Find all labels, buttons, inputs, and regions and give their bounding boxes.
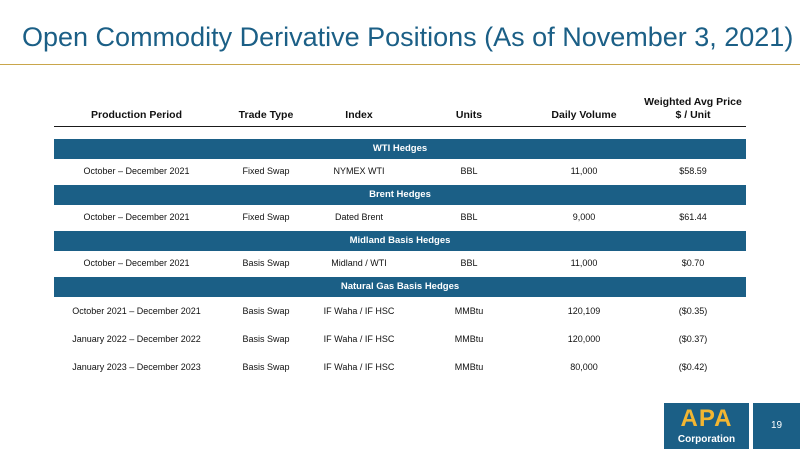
cell-weighted-avg-price: ($0.37)	[678, 334, 708, 344]
table-row: January 2023 – December 2023 Basis Swap IF…	[54, 353, 746, 381]
cell-units: BBL	[460, 212, 478, 222]
cell-units: MMBtu	[454, 306, 484, 316]
cell-index: Dated Brent	[334, 212, 384, 222]
logo-wordmark: APA	[680, 405, 733, 432]
cell-production-period: October 2021 – December 2021	[72, 306, 201, 316]
cell-daily-volume: 11,000	[570, 166, 598, 176]
cell-production-period: January 2022 – December 2022	[72, 334, 201, 344]
header-weighted-avg-price: Weighted Avg Price $ / Unit	[640, 96, 746, 122]
header-trade-type: Trade Type	[238, 109, 294, 121]
cell-trade-type: Fixed Swap	[242, 212, 290, 222]
table-row: October – December 2021 Fixed Swap NYMEX W…	[54, 159, 746, 183]
hedges-table: Production Period Trade Type Index Units…	[54, 88, 746, 381]
cell-trade-type: Basis Swap	[242, 334, 290, 344]
header-index: Index	[345, 109, 373, 121]
slide-title: Open Commodity Derivative Positions (As …	[22, 22, 794, 52]
cell-weighted-avg-price: $61.44	[679, 212, 707, 222]
section-band: Brent Hedges	[54, 185, 746, 205]
page-number: 19	[753, 403, 800, 449]
cell-daily-volume: 80,000	[570, 362, 598, 372]
cell-trade-type: Fixed Swap	[242, 166, 290, 176]
header-weighted-avg-price-line1: Weighted Avg Price	[644, 96, 742, 108]
cell-units: MMBtu	[454, 362, 484, 372]
cell-weighted-avg-price: ($0.42)	[678, 362, 708, 372]
title-divider	[0, 64, 800, 65]
section-spacer	[54, 127, 746, 139]
cell-units: BBL	[460, 166, 478, 176]
cell-daily-volume: 120,109	[567, 306, 601, 316]
cell-index: NYMEX WTI	[333, 166, 385, 176]
logo-gap	[749, 403, 753, 449]
section-band: Midland Basis Hedges	[54, 231, 746, 251]
cell-units: BBL	[460, 258, 478, 268]
cell-production-period: October – December 2021	[83, 258, 190, 268]
table-row: October – December 2021 Basis Swap Midland…	[54, 251, 746, 275]
logo-subtitle: Corporation	[677, 434, 736, 445]
cell-index: IF Waha / IF HSC	[323, 362, 395, 372]
header-weighted-avg-price-line2: $ / Unit	[675, 109, 711, 121]
cell-daily-volume: 11,000	[570, 258, 598, 268]
header-daily-volume: Daily Volume	[551, 109, 617, 121]
section-band: WTI Hedges	[54, 139, 746, 159]
cell-production-period: January 2023 – December 2023	[72, 362, 201, 372]
cell-index: IF Waha / IF HSC	[323, 306, 395, 316]
cell-weighted-avg-price: ($0.35)	[678, 306, 708, 316]
table-row: October – December 2021 Fixed Swap Dated B…	[54, 205, 746, 229]
table-header: Production Period Trade Type Index Units…	[54, 88, 746, 126]
header-units: Units	[455, 109, 483, 121]
table-row: January 2022 – December 2022 Basis Swap IF…	[54, 325, 746, 353]
cell-daily-volume: 120,000	[567, 334, 601, 344]
cell-daily-volume: 9,000	[572, 212, 596, 222]
section-band: Natural Gas Basis Hedges	[54, 277, 746, 297]
apa-logo: APA Corporation	[664, 403, 749, 449]
table-row: October 2021 – December 2021 Basis Swap IF…	[54, 297, 746, 325]
header-divider	[54, 126, 746, 127]
table-body: WTI Hedges October – December 2021 Fixed S…	[54, 127, 746, 381]
cell-trade-type: Basis Swap	[242, 362, 290, 372]
cell-weighted-avg-price: $0.70	[681, 258, 705, 268]
cell-index: IF Waha / IF HSC	[323, 334, 395, 344]
cell-trade-type: Basis Swap	[242, 258, 290, 268]
cell-weighted-avg-price: $58.59	[679, 166, 707, 176]
cell-trade-type: Basis Swap	[242, 306, 290, 316]
cell-units: MMBtu	[454, 334, 484, 344]
header-production-period: Production Period	[90, 109, 182, 121]
cell-production-period: October – December 2021	[83, 166, 190, 176]
cell-index: Midland / WTI	[331, 258, 387, 268]
cell-production-period: October – December 2021	[83, 212, 190, 222]
